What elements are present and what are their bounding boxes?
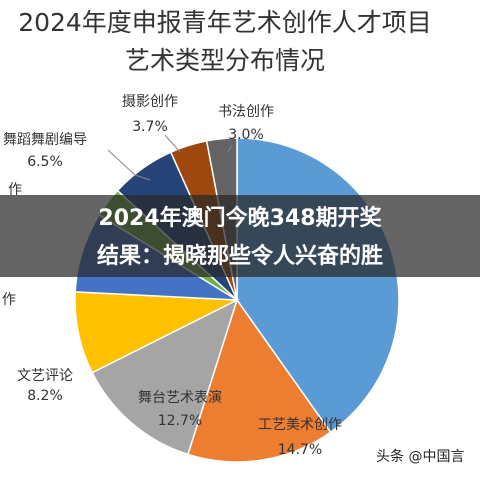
pie-slice [186,298,332,463]
leader-line [107,149,151,181]
pie [74,137,400,463]
slice-label: 书法创作 [218,104,274,120]
value-label: 12.7% [158,413,202,429]
slice-label: 舞蹈舞剧编导 [3,132,87,148]
slice-label: 作 [2,292,16,308]
labels: 工艺美术创作14.7%舞台艺术表演12.7%文艺评论8.2%作作舞蹈舞剧编导6.… [2,94,342,458]
banner-text: 结果：揭晓那些令人兴奋的胜 [97,243,383,269]
chart-title: 2024年度申报青年艺术创作人才项目 [18,8,432,37]
pie-slice [91,298,239,456]
slice-label: 作 [8,182,22,198]
slice-label: 工艺美术创作 [258,417,342,433]
slice-label: 舞台艺术表演 [138,390,222,406]
leader-lines [107,134,233,181]
value-label: 8.2% [27,388,63,404]
value-label: 14.7% [278,442,322,458]
leader-line [227,144,233,153]
banner-background [0,195,480,277]
value-label: 3.7% [132,119,168,135]
value-label: 6.5% [27,154,63,170]
banner-text: 2024年澳门今晚348期开奖 [98,205,382,231]
slice-label: 摄影创作 [122,94,178,110]
chart-title: 艺术类型分布情况 [125,46,325,75]
value-label: 3.0% [228,127,264,143]
slice-label: 文艺评论 [17,368,73,384]
leader-line [164,134,181,153]
watermark: 头条 @中国言 [376,448,464,465]
